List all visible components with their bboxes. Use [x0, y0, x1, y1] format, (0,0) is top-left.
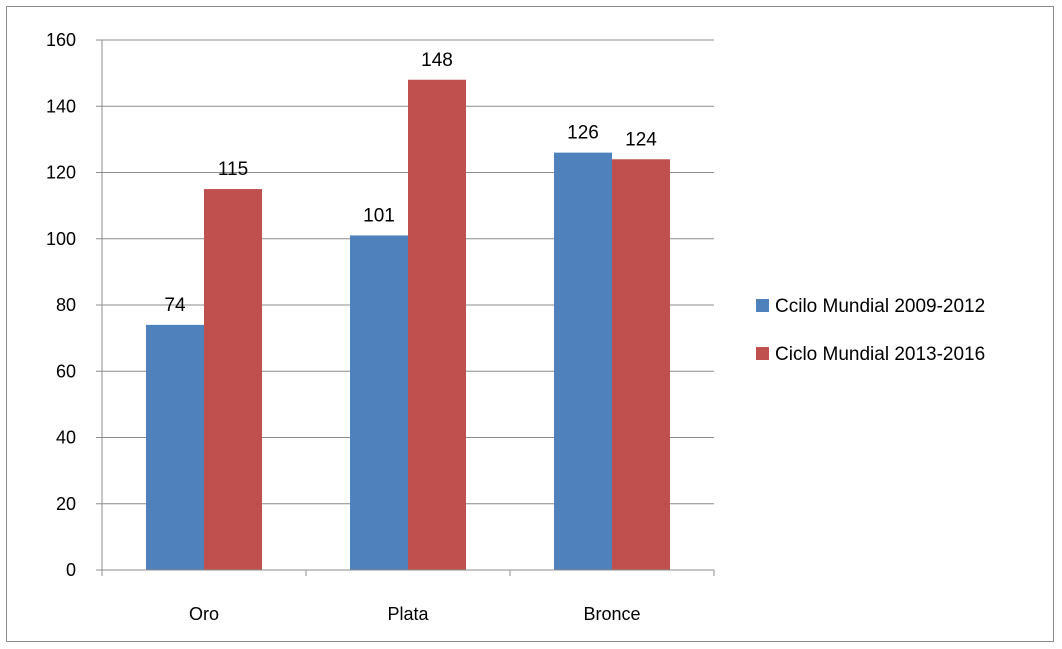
y-tick-label-80: 80	[56, 295, 76, 315]
labels: 0 20 40 60 80 100 120 140 160 74 115 Oro 101 148 Plata…	[46, 30, 657, 624]
x-tick-label-bronce: Bronce	[583, 604, 640, 624]
data-label-bronce-series-2: 124	[625, 129, 657, 150]
bar-plata-series-1	[350, 235, 408, 570]
data-label-plata-series-2: 148	[421, 50, 453, 71]
y-tick-label-60: 60	[56, 361, 76, 381]
bar-bronce-series-1	[554, 152, 612, 570]
axes	[96, 39, 715, 576]
y-tick-label-20: 20	[56, 494, 76, 514]
y-tick-label-140: 140	[46, 96, 76, 116]
bar-oro-series-2	[204, 189, 262, 570]
legend-swatch-series-1	[756, 299, 769, 312]
y-tick-label-160: 160	[46, 30, 76, 50]
legend-swatch-series-2	[756, 347, 769, 360]
legend-label-series-2: Ciclo Mundial 2013-2016	[775, 344, 985, 365]
bars	[146, 79, 670, 570]
bar-plata-series-2	[408, 79, 466, 570]
data-label-bronce-series-1: 126	[567, 123, 599, 144]
x-tick-label-plata: Plata	[387, 604, 429, 624]
y-tick-label-100: 100	[46, 229, 76, 249]
y-tick-label-120: 120	[46, 163, 76, 183]
bar-bronce-series-2	[612, 159, 670, 570]
legend-label-series-1: Ccilo Mundial 2009-2012	[775, 296, 985, 317]
data-label-oro-series-1: 74	[164, 295, 186, 316]
x-tick-label-oro: Oro	[189, 604, 219, 624]
bar-oro-series-1	[146, 324, 204, 570]
y-tick-label-40: 40	[56, 428, 76, 448]
y-tick-label-0: 0	[66, 560, 76, 580]
legend: Ccilo Mundial 2009-2012 Ciclo Mundial 201…	[756, 296, 985, 365]
data-label-oro-series-2: 115	[218, 159, 248, 180]
data-label-plata-series-1: 101	[363, 205, 395, 226]
